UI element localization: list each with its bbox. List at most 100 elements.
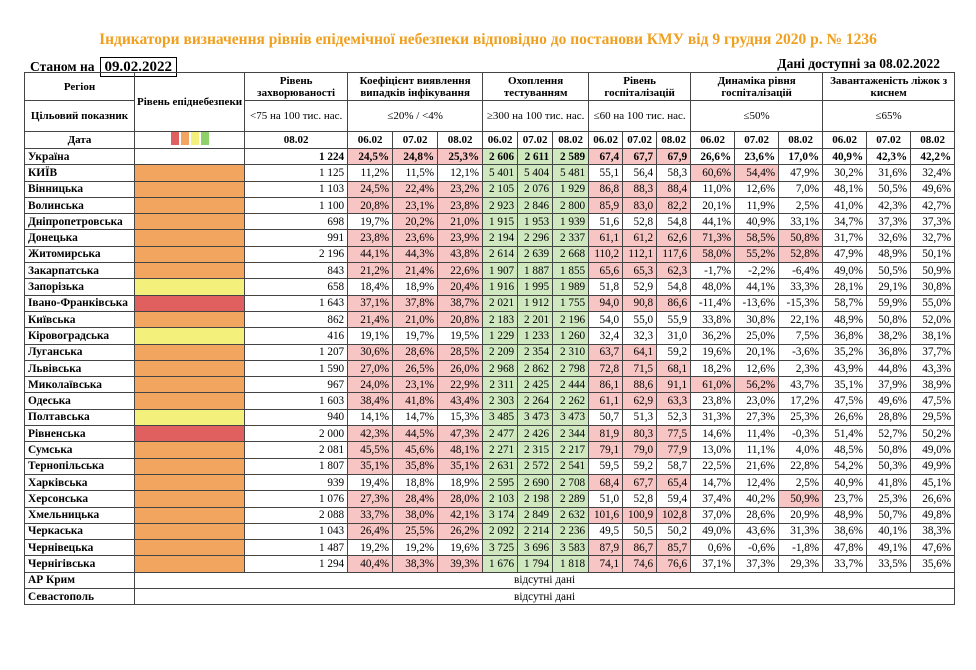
table-cell: 26,6% xyxy=(690,147,736,166)
table-cell: 12,6% xyxy=(734,180,780,198)
table-cell: 2 444 xyxy=(552,376,590,394)
table-cell: 2 639 xyxy=(517,245,554,264)
table-cell: 54,4% xyxy=(734,164,780,182)
table-row: Україна 1 224 24,5% 24,8% 25,3% 2 606 2 611 2 5… xyxy=(24,147,956,166)
table-cell: 77,9 xyxy=(656,441,692,459)
table-cell: 43,6% xyxy=(734,522,780,541)
table-cell: 2 337 xyxy=(552,229,590,247)
table-cell: 26,2% xyxy=(437,522,484,541)
table-cell: 42,2% xyxy=(910,147,956,166)
beds-target: ≤65% xyxy=(822,100,956,132)
table-cell: 2 076 xyxy=(517,180,554,198)
table-row: Харківська 939 19,4% 18,8% 18,9% 2 595 2 690 2 … xyxy=(24,473,956,492)
table-cell: 2 668 xyxy=(552,245,590,264)
table-cell: 32,4 xyxy=(588,327,624,345)
as-of-block: Станом на 09.02.2022 xyxy=(30,57,177,77)
table-cell: 20,2% xyxy=(392,213,439,231)
table-cell: 56,4 xyxy=(622,164,658,182)
table-cell: 27,3% xyxy=(347,490,394,508)
table-cell: 2 236 xyxy=(552,522,590,541)
table-cell: 2 426 xyxy=(517,425,554,443)
table-cell: 23,1% xyxy=(392,376,439,394)
table-cell: 12,4% xyxy=(734,473,780,492)
table-cell: 50,9% xyxy=(778,490,824,508)
table-cell: 68,1 xyxy=(656,359,692,378)
table-cell: 28,0% xyxy=(437,490,484,508)
table-cell: 38,0% xyxy=(392,506,439,524)
level-cell xyxy=(133,147,246,166)
table-cell: 1 916 xyxy=(482,278,519,296)
table-cell: 51,0 xyxy=(588,490,624,508)
table-cell: 26,6% xyxy=(910,490,956,508)
table-row: Житомирська 2 196 44,1% 44,3% 43,8% 2 614 2 63… xyxy=(24,245,956,264)
level-cell xyxy=(133,278,246,296)
table-cell: 88,4 xyxy=(656,180,692,198)
table-cell: 19,1% xyxy=(347,327,394,345)
table-cell: 33,5% xyxy=(866,555,912,573)
table-cell: 41,8% xyxy=(392,392,439,410)
table-cell: 1 076 xyxy=(244,490,349,508)
table-cell: 41,0% xyxy=(822,196,868,215)
table-cell: 1 260 xyxy=(552,327,590,345)
table-cell: 45,1% xyxy=(910,473,956,492)
table-cell: 23,6% xyxy=(734,147,780,166)
table-cell: 2 289 xyxy=(552,490,590,508)
table-cell: 26,6% xyxy=(822,408,868,427)
table-cell: 32,4% xyxy=(910,164,956,182)
level-cell xyxy=(133,245,246,264)
table-cell: 23,7% xyxy=(822,490,868,508)
table-cell: 62,3 xyxy=(656,262,692,280)
table-cell: 862 xyxy=(244,310,349,329)
table-cell: 1 043 xyxy=(244,522,349,541)
table-cell: 47,9% xyxy=(822,245,868,264)
table-cell: 37,1% xyxy=(690,555,736,573)
table-cell: 31,0 xyxy=(656,327,692,345)
table-cell: 44,1% xyxy=(734,278,780,296)
table-cell: 62,9 xyxy=(622,392,658,410)
table-cell: 25,3% xyxy=(778,408,824,427)
table-cell: 30,2% xyxy=(822,164,868,182)
table-cell: -1,7% xyxy=(690,262,736,280)
table-cell: 37,1% xyxy=(347,294,394,312)
level-cell xyxy=(133,196,246,215)
region-name: Волинська xyxy=(24,196,135,215)
table-cell: 48,9% xyxy=(822,506,868,524)
table-cell: 42,7% xyxy=(910,196,956,215)
table-cell: 23,8% xyxy=(690,392,736,410)
table-cell: 2 000 xyxy=(244,425,349,443)
level-cell xyxy=(133,327,246,345)
table-cell: 88,3 xyxy=(622,180,658,198)
table-cell: 44,3% xyxy=(392,245,439,264)
table-cell: 24,8% xyxy=(392,147,439,166)
table-cell: -6,4% xyxy=(778,262,824,280)
table-cell: 67,7 xyxy=(622,147,658,166)
table-cell: 21,2% xyxy=(347,262,394,280)
table-cell: 52,8% xyxy=(778,245,824,264)
table-cell: 42,3% xyxy=(866,196,912,215)
table-cell: 45,5% xyxy=(347,441,394,459)
region-name: Херсонська xyxy=(24,490,135,508)
level-cell xyxy=(133,294,246,312)
table-cell: 33,7% xyxy=(347,506,394,524)
table-cell: 21,0% xyxy=(437,213,484,231)
region-name: Київська xyxy=(24,310,135,329)
table-cell: 19,4% xyxy=(347,473,394,492)
table-cell: 19,7% xyxy=(347,213,394,231)
table-cell: 59,2 xyxy=(622,457,658,475)
table-cell: 2 477 xyxy=(482,425,519,443)
level-cell xyxy=(133,539,246,557)
table-cell: 58,3 xyxy=(656,164,692,182)
table-cell: 101,6 xyxy=(588,506,624,524)
table-cell: 19,5% xyxy=(437,327,484,345)
legend-swatch xyxy=(180,132,189,145)
table-cell: 71,3% xyxy=(690,229,736,247)
table-cell: 51,4% xyxy=(822,425,868,443)
table-cell: 967 xyxy=(244,376,349,394)
table-cell: 19,6% xyxy=(690,343,736,361)
table-cell: -3,6% xyxy=(778,343,824,361)
table-cell: 1 676 xyxy=(482,555,519,573)
header-date: Дата xyxy=(24,131,135,149)
table-cell: 35,8% xyxy=(392,457,439,475)
table-row: Львівська 1 590 27,0% 26,5% 26,0% 2 968 2 862 2… xyxy=(24,359,956,378)
